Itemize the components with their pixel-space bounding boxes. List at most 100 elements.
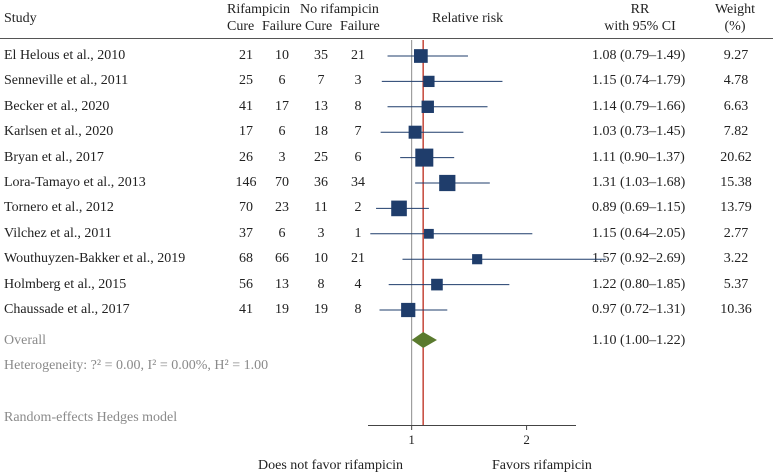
rifampicin-cure: 17 — [239, 124, 253, 140]
study-weight: 15.38 — [720, 175, 752, 190]
rifampicin-cure: 70 — [239, 200, 253, 216]
study-name: Bryan et al., 2017 — [4, 149, 104, 165]
no-rifampicin-failure: 3 — [354, 73, 362, 89]
header-no-rifampicin: No rifampicin — [300, 2, 379, 17]
rifampicin-cure: 41 — [239, 302, 253, 317]
overall-label: Overall — [4, 333, 46, 348]
header-rr-ci: with 95% CI — [604, 19, 676, 34]
header-study: Study — [4, 11, 37, 26]
no-rifampicin-cure: 7 — [317, 73, 325, 89]
study-marker — [391, 200, 407, 217]
no-rifampicin-failure: 8 — [354, 98, 362, 114]
rifampicin-cure: 68 — [239, 251, 253, 267]
no-rifampicin-failure: 21 — [351, 251, 365, 267]
study-name: Vilchez et al., 2011 — [4, 225, 112, 241]
study-rr-text: 1.57 (0.92–2.69) — [592, 251, 686, 267]
no-rifampicin-failure: 1 — [354, 225, 362, 241]
study-name: Chaussade et al., 2017 — [4, 302, 130, 317]
study-name: Karlsen et al., 2020 — [4, 124, 114, 140]
study-weight: 6.63 — [723, 98, 749, 114]
no-rifampicin-cure: 25 — [314, 149, 328, 165]
study-marker — [472, 254, 483, 265]
no-rifampicin-cure: 13 — [314, 98, 328, 114]
study-rr-text: 1.08 (0.79–1.49) — [592, 48, 686, 63]
rifampicin-cure: 26 — [239, 149, 253, 165]
rifampicin-failure: 23 — [275, 200, 289, 216]
study-weight: 7.82 — [723, 124, 749, 140]
header-failure-2: Failure — [340, 19, 380, 34]
study-rr-text: 1.15 (0.64–2.05) — [592, 225, 686, 241]
study-rr-text: 1.31 (1.03–1.68) — [592, 175, 686, 190]
study-marker — [431, 278, 443, 291]
header-weight-unit: (%) — [724, 19, 746, 34]
rifampicin-failure: 3 — [278, 149, 286, 165]
no-rifampicin-failure: 7 — [354, 124, 362, 140]
footer-does-not-favor: Does not favor rifampicin — [258, 458, 404, 473]
no-rifampicin-cure: 10 — [314, 251, 328, 267]
study-weight: 4.78 — [723, 73, 749, 89]
header-rr: RR — [630, 2, 650, 17]
study-weight: 10.36 — [720, 302, 752, 317]
study-name: Senneville et al., 2011 — [4, 73, 129, 89]
study-weight: 9.27 — [723, 48, 749, 63]
study-weight: 13.79 — [720, 200, 752, 216]
no-rifampicin-cure: 11 — [314, 200, 328, 216]
study-marker — [415, 148, 434, 167]
no-rifampicin-failure: 4 — [354, 276, 362, 292]
heterogeneity-note: Heterogeneity: ?² = 0.00, I² = 0.00%, H²… — [4, 358, 269, 373]
study-marker — [421, 100, 434, 113]
no-rifampicin-cure: 3 — [317, 225, 325, 241]
study-rr-text: 1.22 (0.80–1.85) — [592, 276, 686, 292]
header-failure-1: Failure — [262, 19, 302, 34]
study-marker — [401, 302, 416, 318]
rifampicin-failure: 13 — [275, 276, 289, 292]
study-name: Holmberg et al., 2015 — [4, 276, 127, 292]
no-rifampicin-failure: 2 — [354, 200, 362, 216]
study-weight: 2.77 — [723, 225, 749, 241]
study-rr-text: 0.89 (0.69–1.15) — [592, 200, 686, 216]
rifampicin-cure: 41 — [239, 98, 253, 114]
rifampicin-failure: 19 — [275, 302, 289, 317]
study-name: Tornero et al., 2012 — [4, 200, 114, 216]
study-name: El Helous et al., 2010 — [4, 48, 126, 63]
no-rifampicin-failure: 6 — [354, 149, 362, 165]
study-marker — [423, 75, 435, 88]
no-rifampicin-cure: 18 — [314, 124, 328, 140]
no-rifampicin-failure: 21 — [351, 48, 365, 63]
no-rifampicin-cure: 19 — [314, 302, 328, 317]
rifampicin-failure: 10 — [275, 48, 289, 63]
study-rr-text: 1.14 (0.79–1.66) — [592, 98, 686, 114]
study-marker — [408, 125, 422, 139]
study-weight: 20.62 — [720, 149, 752, 165]
header-cure-1: Cure — [227, 19, 255, 34]
no-rifampicin-failure: 34 — [351, 175, 365, 190]
study-name: Lora-Tamayo et al., 2013 — [4, 175, 146, 190]
no-rifampicin-cure: 36 — [314, 175, 328, 190]
header-weight: Weight — [714, 2, 756, 17]
study-rr-text: 1.15 (0.74–1.79) — [592, 73, 686, 89]
study-weight: 5.37 — [723, 276, 749, 292]
no-rifampicin-cure: 35 — [314, 48, 328, 63]
overall-rr-text: 1.10 (1.00–1.22) — [592, 333, 686, 348]
study-rr-text: 0.97 (0.72–1.31) — [592, 302, 686, 317]
rifampicin-cure: 56 — [239, 276, 253, 292]
rifampicin-failure: 66 — [275, 251, 289, 267]
rifampicin-failure: 6 — [278, 73, 286, 89]
overall-diamond — [411, 332, 437, 348]
header-rifampicin: Rifampicin — [227, 2, 290, 17]
rifampicin-cure: 37 — [239, 225, 253, 241]
study-name: Becker et al., 2020 — [4, 98, 110, 114]
footer-favors: Favors rifampicin — [492, 458, 592, 473]
no-rifampicin-failure: 8 — [354, 302, 362, 317]
x-tick-label: 1 — [408, 432, 415, 447]
study-weight: 3.22 — [723, 251, 749, 267]
x-tick-label: 2 — [523, 432, 530, 447]
rifampicin-cure: 146 — [235, 175, 257, 190]
rifampicin-failure: 6 — [278, 225, 286, 241]
study-rr-text: 1.11 (0.90–1.37) — [592, 149, 685, 165]
study-rr-text: 1.03 (0.73–1.45) — [592, 124, 686, 140]
no-rifampicin-cure: 8 — [317, 276, 325, 292]
rifampicin-cure: 25 — [239, 73, 253, 89]
study-marker — [424, 228, 434, 239]
